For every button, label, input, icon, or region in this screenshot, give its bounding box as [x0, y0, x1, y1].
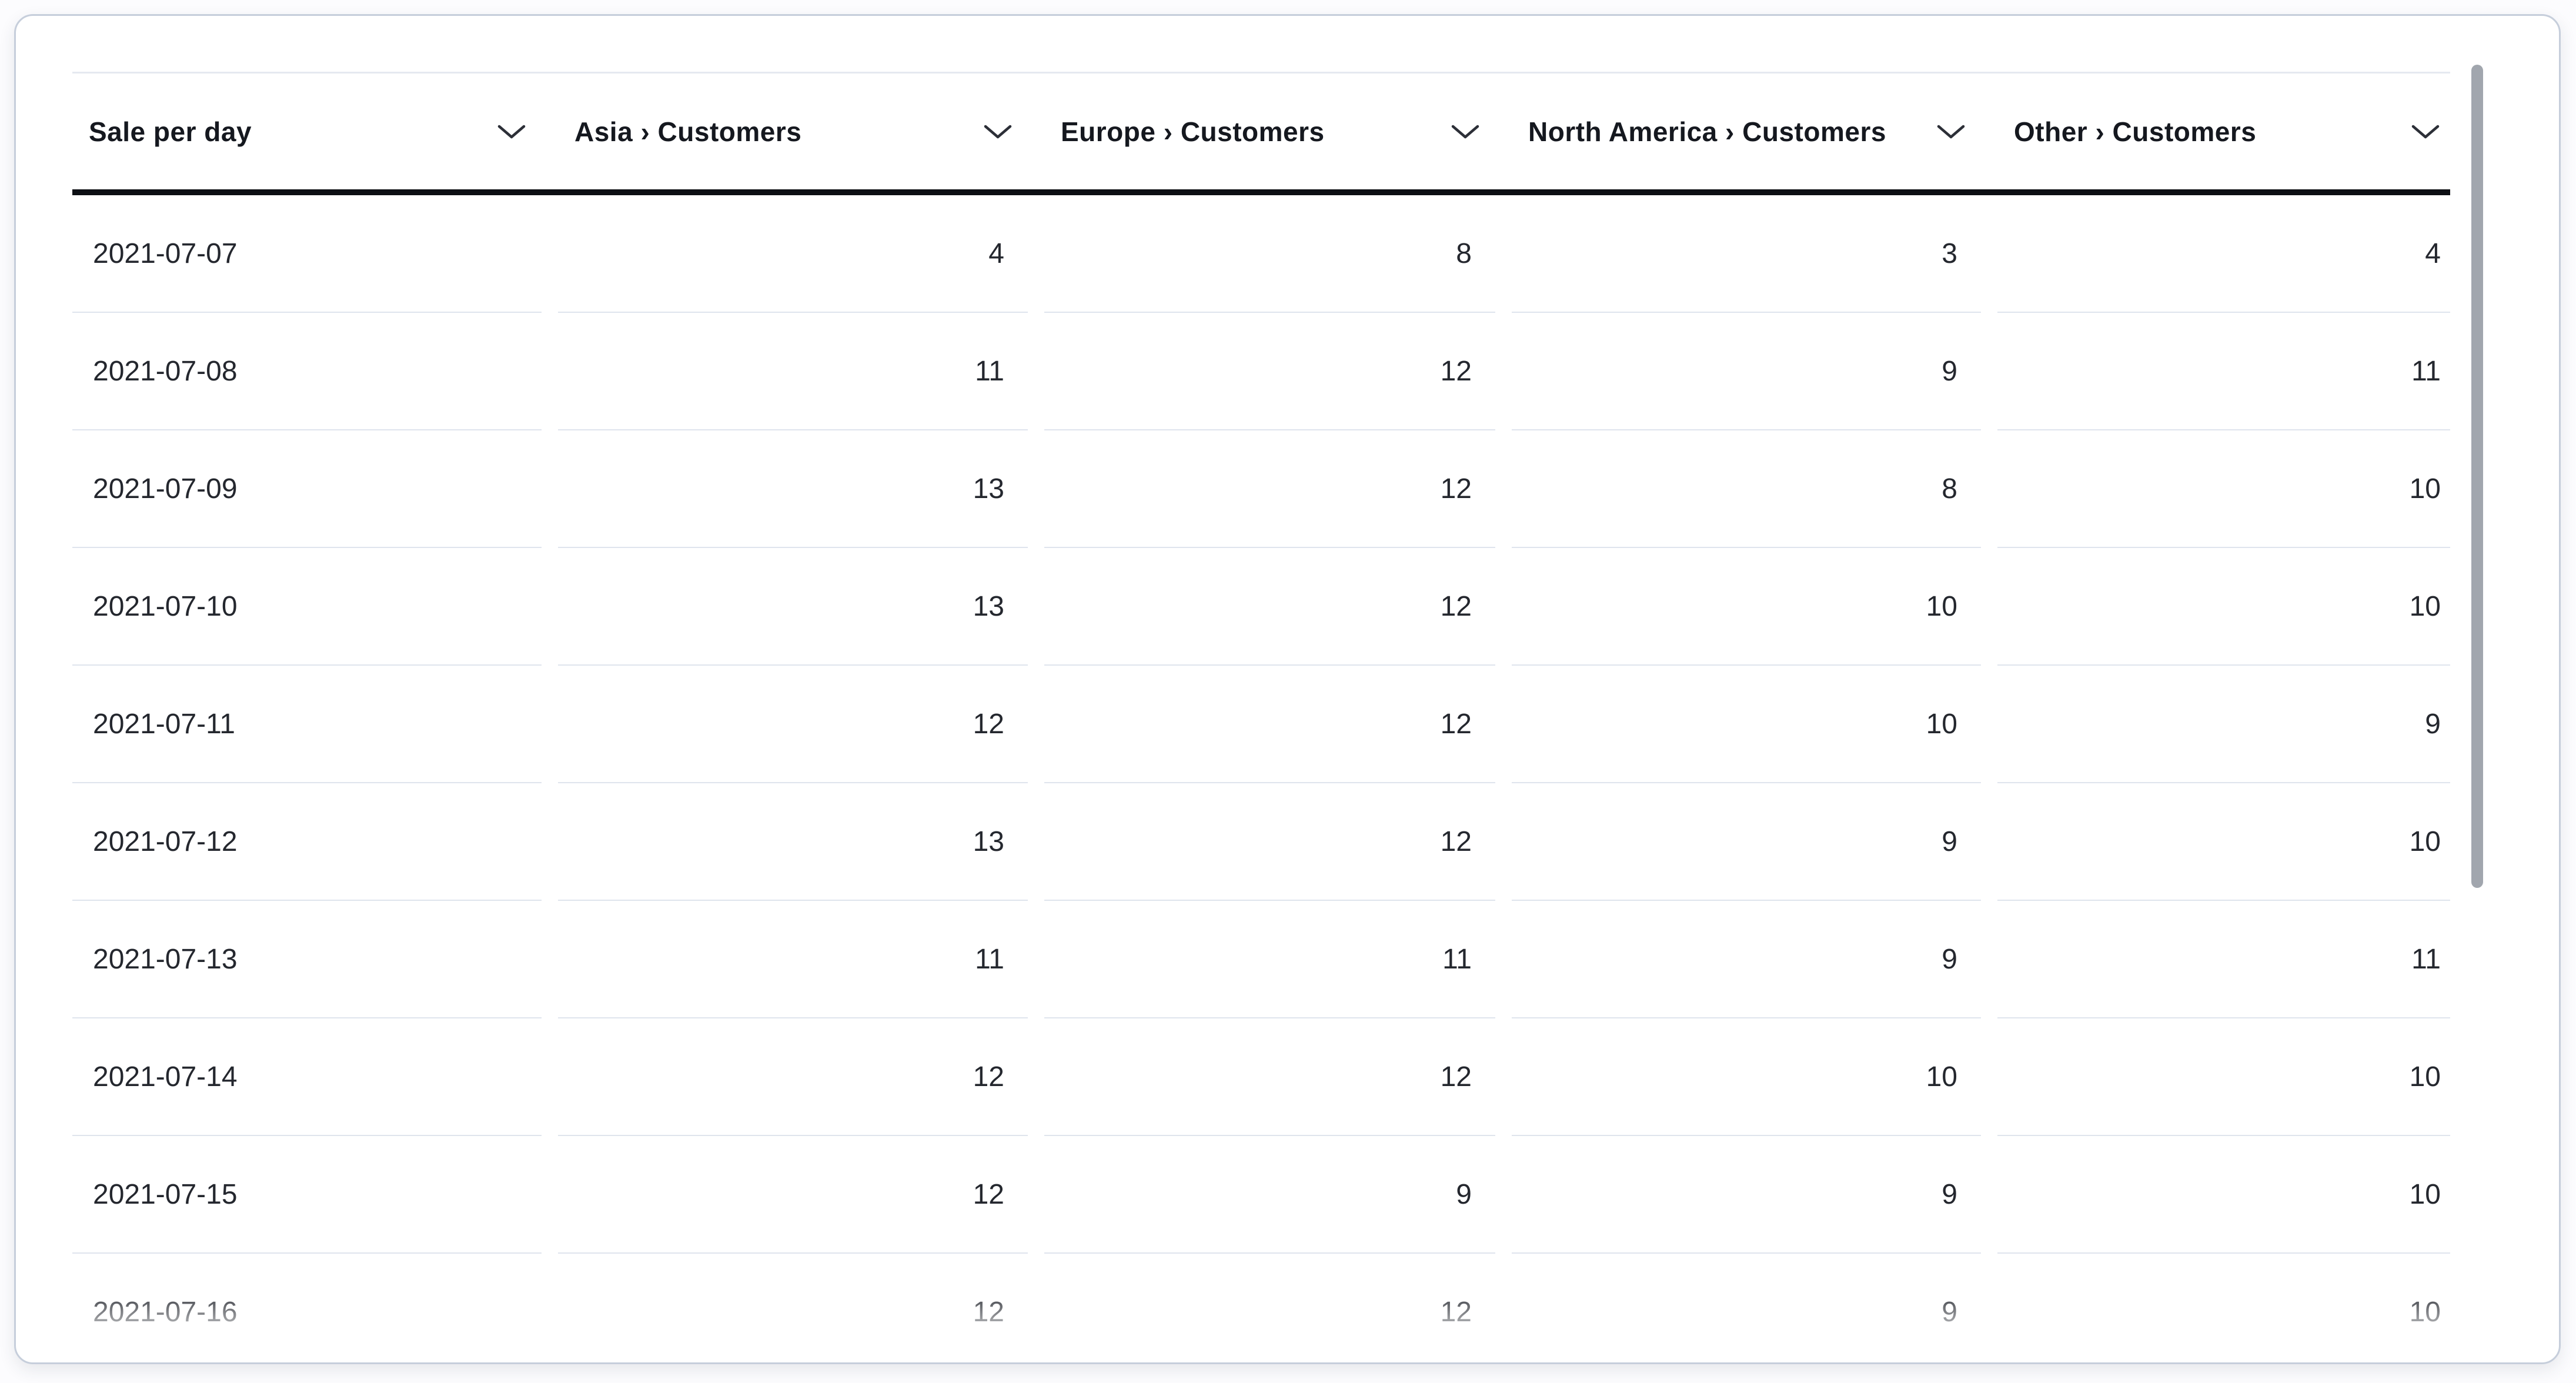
value-cell: 9 [1512, 1136, 1981, 1254]
value-cell: 12 [1044, 1254, 1495, 1344]
table-row: 2021-07-15 12 9 9 10 [72, 1136, 2450, 1254]
value-cell: 9 [1512, 901, 1981, 1018]
value-cell: 11 [1044, 901, 1495, 1018]
date-cell: 2021-07-16 [72, 1254, 542, 1344]
table-body: 2021-07-07 4 8 3 4 2021-07-08 11 12 9 11 2021-07-0… [72, 195, 2450, 1344]
value-cell: 11 [558, 313, 1028, 430]
value-cell: 12 [558, 1254, 1028, 1344]
value-cell: 12 [1044, 783, 1495, 901]
value-cell: 10 [1997, 1254, 2450, 1344]
value-cell: 11 [1997, 313, 2450, 430]
value-cell: 9 [1512, 313, 1981, 430]
table-row: 2021-07-10 13 12 10 10 [72, 548, 2450, 666]
value-cell: 8 [1512, 430, 1981, 548]
value-cell: 10 [1997, 1136, 2450, 1254]
value-cell: 11 [558, 901, 1028, 1018]
column-header-label: Other › Customers [2014, 116, 2257, 147]
chevron-down-icon[interactable] [1936, 123, 1966, 141]
table-row: 2021-07-11 12 12 10 9 [72, 666, 2450, 783]
table-row: 2021-07-14 12 12 10 10 [72, 1018, 2450, 1136]
value-cell: 9 [1044, 1136, 1495, 1254]
value-cell: 9 [1997, 666, 2450, 783]
column-header-3[interactable]: North America › Customers [1512, 74, 1981, 189]
chevron-down-icon[interactable] [2410, 123, 2441, 141]
table-header-row: Sale per day Asia › Customers Europe › Cus… [72, 72, 2450, 195]
value-cell: 12 [1044, 666, 1495, 783]
table-row: 2021-07-09 13 12 8 10 [72, 430, 2450, 548]
value-cell: 10 [1512, 1018, 1981, 1136]
sale-per-day-table: Sale per day Asia › Customers Europe › Cus… [72, 72, 2450, 1344]
value-cell: 13 [558, 548, 1028, 666]
value-cell: 10 [1997, 430, 2450, 548]
value-cell: 12 [558, 1018, 1028, 1136]
table-row: 2021-07-07 4 8 3 4 [72, 195, 2450, 313]
column-header-0[interactable]: Sale per day [72, 74, 542, 189]
value-cell: 9 [1512, 1254, 1981, 1344]
value-cell: 10 [1997, 1018, 2450, 1136]
column-header-label: North America › Customers [1528, 116, 1886, 147]
value-cell: 10 [1997, 548, 2450, 666]
value-cell: 10 [1997, 783, 2450, 901]
column-header-1[interactable]: Asia › Customers [558, 74, 1028, 189]
date-cell: 2021-07-10 [72, 548, 542, 666]
date-cell: 2021-07-12 [72, 783, 542, 901]
date-cell: 2021-07-08 [72, 313, 542, 430]
value-cell: 9 [1512, 783, 1981, 901]
column-header-2[interactable]: Europe › Customers [1044, 74, 1495, 189]
value-cell: 12 [1044, 430, 1495, 548]
value-cell: 12 [1044, 548, 1495, 666]
value-cell: 12 [558, 1136, 1028, 1254]
value-cell: 12 [1044, 1018, 1495, 1136]
date-cell: 2021-07-07 [72, 195, 542, 313]
date-cell: 2021-07-11 [72, 666, 542, 783]
chevron-down-icon[interactable] [496, 123, 527, 141]
value-cell: 13 [558, 430, 1028, 548]
chevron-down-icon[interactable] [1450, 123, 1481, 141]
value-cell: 10 [1512, 666, 1981, 783]
date-cell: 2021-07-13 [72, 901, 542, 1018]
column-header-label: Europe › Customers [1061, 116, 1325, 147]
table-row: 2021-07-16 12 12 9 10 [72, 1254, 2450, 1344]
value-cell: 12 [558, 666, 1028, 783]
column-header-label: Sale per day [89, 116, 252, 147]
value-cell: 3 [1512, 195, 1981, 313]
value-cell: 8 [1044, 195, 1495, 313]
value-cell: 4 [1997, 195, 2450, 313]
date-cell: 2021-07-09 [72, 430, 542, 548]
value-cell: 10 [1512, 548, 1981, 666]
column-header-label: Asia › Customers [574, 116, 802, 147]
table-row: 2021-07-12 13 12 9 10 [72, 783, 2450, 901]
table-card: Sale per day Asia › Customers Europe › Cus… [14, 14, 2561, 1364]
value-cell: 4 [558, 195, 1028, 313]
column-header-4[interactable]: Other › Customers [1997, 74, 2450, 189]
value-cell: 13 [558, 783, 1028, 901]
value-cell: 11 [1997, 901, 2450, 1018]
date-cell: 2021-07-15 [72, 1136, 542, 1254]
table-row: 2021-07-13 11 11 9 11 [72, 901, 2450, 1018]
date-cell: 2021-07-14 [72, 1018, 542, 1136]
vertical-scrollbar-thumb[interactable] [2471, 65, 2483, 888]
value-cell: 12 [1044, 313, 1495, 430]
chevron-down-icon[interactable] [983, 123, 1013, 141]
table-row: 2021-07-08 11 12 9 11 [72, 313, 2450, 430]
